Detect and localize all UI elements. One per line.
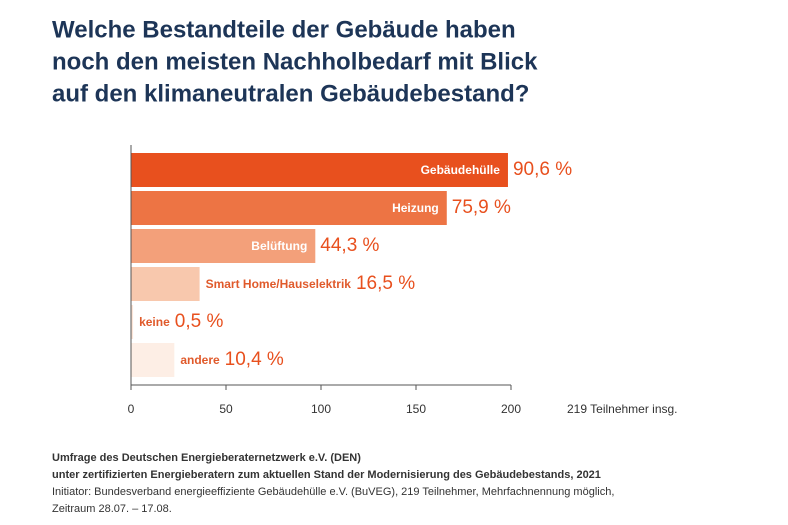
value-label: 90,6 % (513, 159, 572, 180)
bar (131, 305, 134, 339)
category-label: Smart Home/Hauselektrik (206, 277, 352, 291)
x-tick-label: 100 (311, 402, 331, 416)
bar (131, 267, 200, 301)
value-label: 75,9 % (452, 197, 511, 218)
x-tick-label: 0 (128, 402, 135, 416)
footer-line: unter zertifizierten Energieberatern zum… (52, 469, 601, 481)
chart-title: auf den klimaneutralen Gebäudebestand? (52, 80, 529, 107)
footer-line: Umfrage des Deutschen Energieberaternetz… (52, 452, 361, 464)
x-tick-label: 150 (406, 402, 426, 416)
category-label: andere (180, 353, 220, 367)
bar (131, 191, 447, 225)
value-label: 0,5 % (175, 311, 224, 332)
axis-note: 219 Teilnehmer insg. (567, 402, 678, 416)
category-label: keine (139, 315, 170, 329)
value-label: 16,5 % (356, 273, 415, 294)
footer-line: Initiator: Bundesverband energieeffizien… (52, 486, 614, 498)
footer-line: Zeitraum 28.07. – 17.08. (52, 503, 172, 515)
bar (131, 343, 175, 377)
category-label: Belüftung (251, 239, 307, 253)
bar (131, 229, 316, 263)
category-label: Heizung (392, 201, 439, 215)
chart-title: Welche Bestandteile der Gebäude haben (52, 16, 516, 43)
x-tick-label: 200 (501, 402, 521, 416)
category-label: Gebäudehülle (421, 163, 501, 177)
chart-title: noch den meisten Nachholbedarf mit Blick (52, 48, 538, 75)
value-label: 10,4 % (225, 349, 284, 370)
bar (131, 153, 508, 187)
x-tick-label: 50 (219, 402, 233, 416)
value-label: 44,3 % (320, 235, 379, 256)
